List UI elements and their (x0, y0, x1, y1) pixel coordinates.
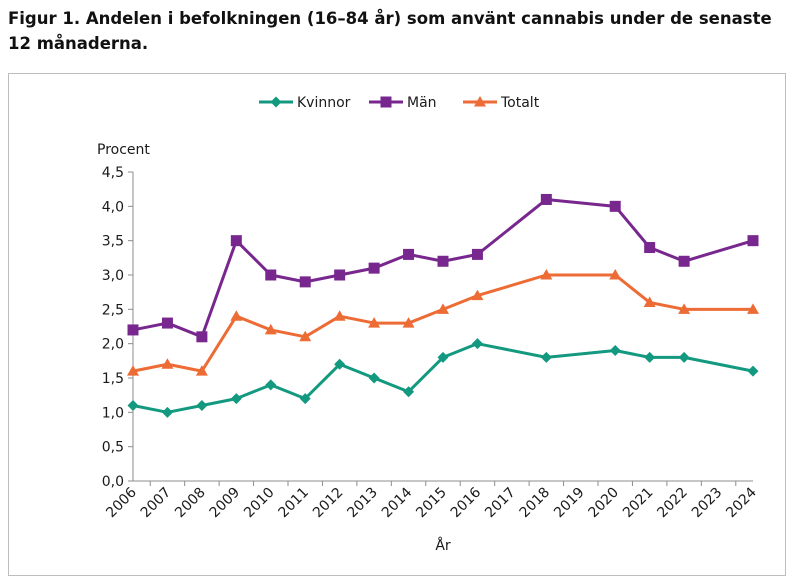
data-point-totalt (299, 330, 312, 342)
x-tick-label: 2015 (413, 485, 450, 522)
legend-item-totalt: Totalt (463, 95, 540, 111)
data-point-m-n (334, 269, 346, 281)
y-tick-label: 2,0 (102, 337, 124, 353)
data-point-m-n (678, 255, 690, 267)
data-point-totalt (127, 365, 139, 376)
legend-marker-m-n (380, 96, 392, 108)
data-point-m-n (644, 242, 656, 254)
data-point-kvinnor (265, 379, 277, 391)
data-point-kvinnor (230, 393, 242, 405)
x-tick-label: 2011 (276, 485, 313, 522)
x-tick-label: 2023 (689, 485, 726, 522)
data-point-totalt (195, 365, 208, 376)
data-point-m-n (403, 248, 415, 260)
data-point-m-n (161, 317, 173, 329)
y-tick-label: 0,0 (102, 474, 124, 490)
data-point-totalt (161, 358, 174, 369)
x-tick-label: 2020 (586, 485, 623, 522)
data-point-totalt (402, 317, 415, 328)
data-point-m-n (196, 331, 208, 343)
data-point-totalt (264, 323, 277, 335)
data-point-kvinnor (437, 351, 449, 363)
data-point-kvinnor (540, 351, 552, 363)
legend-label-totalt: Totalt (500, 95, 540, 111)
x-tick-label: 2024 (723, 484, 760, 521)
data-point-kvinnor (747, 365, 759, 377)
data-point-kvinnor (334, 358, 346, 370)
x-tick-label: 2009 (207, 485, 244, 522)
data-point-m-n (609, 200, 621, 212)
data-point-kvinnor (644, 351, 656, 363)
y-tick-label: 3,0 (102, 268, 124, 284)
data-point-kvinnor (299, 393, 311, 405)
series-kvinnor (127, 338, 759, 418)
chart-frame: 0,0 0,5 1,0 1,5 2,0 2,5 3,0 3,5 4,0 4,5 2006 2007 20… (8, 73, 786, 576)
data-point-totalt (437, 303, 449, 314)
data-point-m-n (747, 235, 759, 247)
legend-item-m-n: Män (369, 95, 437, 111)
data-point-kvinnor (368, 372, 380, 384)
data-point-kvinnor (609, 345, 621, 357)
data-point-kvinnor (127, 399, 139, 411)
data-point-kvinnor (161, 406, 173, 418)
data-point-totalt (643, 296, 656, 307)
legend-label-kvinnor: Kvinnor (297, 95, 351, 111)
data-point-totalt (230, 310, 243, 321)
data-point-kvinnor (678, 351, 690, 363)
legend-marker-totalt (474, 96, 486, 107)
legend-label-m-n: Män (407, 95, 437, 111)
data-point-m-n (299, 276, 311, 288)
data-point-kvinnor (403, 386, 415, 398)
y-tick-label: 0,5 (102, 440, 124, 456)
data-point-totalt (471, 289, 484, 301)
series-m-n (127, 193, 759, 343)
x-tick-label: 2007 (138, 485, 175, 522)
data-point-totalt (333, 310, 346, 321)
figure-title: Figur 1. Andelen i befolkningen (16–84 å… (8, 9, 772, 53)
data-point-m-n (540, 193, 552, 205)
data-point-m-n (368, 262, 380, 274)
data-point-kvinnor (196, 399, 208, 411)
series-line-totalt (132, 273, 753, 373)
x-tick-label: 2022 (654, 485, 691, 522)
series-line-m-n (132, 197, 754, 339)
x-tick-label: 2016 (448, 484, 485, 521)
y-tick-label: 3,5 (102, 234, 124, 250)
x-tick-label: 2021 (620, 485, 657, 522)
data-point-totalt (540, 269, 553, 280)
legend-marker-kvinnor (270, 96, 282, 108)
x-tick-label: 2008 (172, 485, 209, 522)
data-point-totalt (368, 317, 381, 328)
data-point-totalt (609, 269, 622, 280)
x-axis-title: År (435, 537, 451, 554)
x-tick-label: 2014 (379, 484, 416, 521)
axes: 0,00,51,01,52,02,53,03,54,04,52006200720… (97, 142, 760, 554)
x-tick-label: 2013 (344, 485, 381, 522)
x-tick-label: 2018 (517, 485, 554, 522)
x-tick-label: 2017 (482, 485, 519, 522)
x-tick-label: 2019 (551, 485, 588, 522)
series-line-kvinnor (132, 342, 754, 414)
data-point-m-n (127, 324, 139, 336)
y-tick-label: 4,5 (102, 165, 124, 181)
x-tick-label: 2012 (310, 485, 347, 522)
y-tick-label: 2,5 (102, 302, 124, 318)
data-point-totalt (747, 303, 759, 314)
series-layer (127, 193, 759, 418)
data-point-kvinnor (471, 338, 483, 350)
line-chart: 0,00,51,01,52,02,53,03,54,04,52006200720… (97, 95, 760, 554)
x-tick-label: 2010 (241, 485, 278, 522)
legend: Kvinnor Män Totalt (259, 95, 540, 111)
y-axis-title: Procent (97, 142, 150, 158)
legend-item-kvinnor: Kvinnor (259, 95, 351, 111)
data-point-m-n (437, 255, 449, 267)
y-tick-label: 4,0 (102, 199, 124, 215)
y-tick-label: 1,0 (102, 405, 124, 421)
y-tick-label: 1,5 (102, 371, 124, 387)
data-point-m-n (265, 269, 277, 281)
data-point-m-n (471, 248, 483, 260)
data-point-m-n (230, 235, 242, 247)
series-totalt (127, 269, 759, 376)
data-point-totalt (678, 303, 691, 314)
